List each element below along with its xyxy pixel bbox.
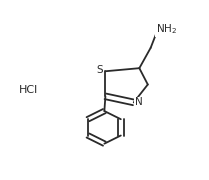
Text: HCl: HCl (19, 85, 38, 95)
Text: NH$_2$: NH$_2$ (156, 22, 177, 36)
Text: S: S (96, 65, 103, 75)
Text: N: N (135, 97, 143, 107)
